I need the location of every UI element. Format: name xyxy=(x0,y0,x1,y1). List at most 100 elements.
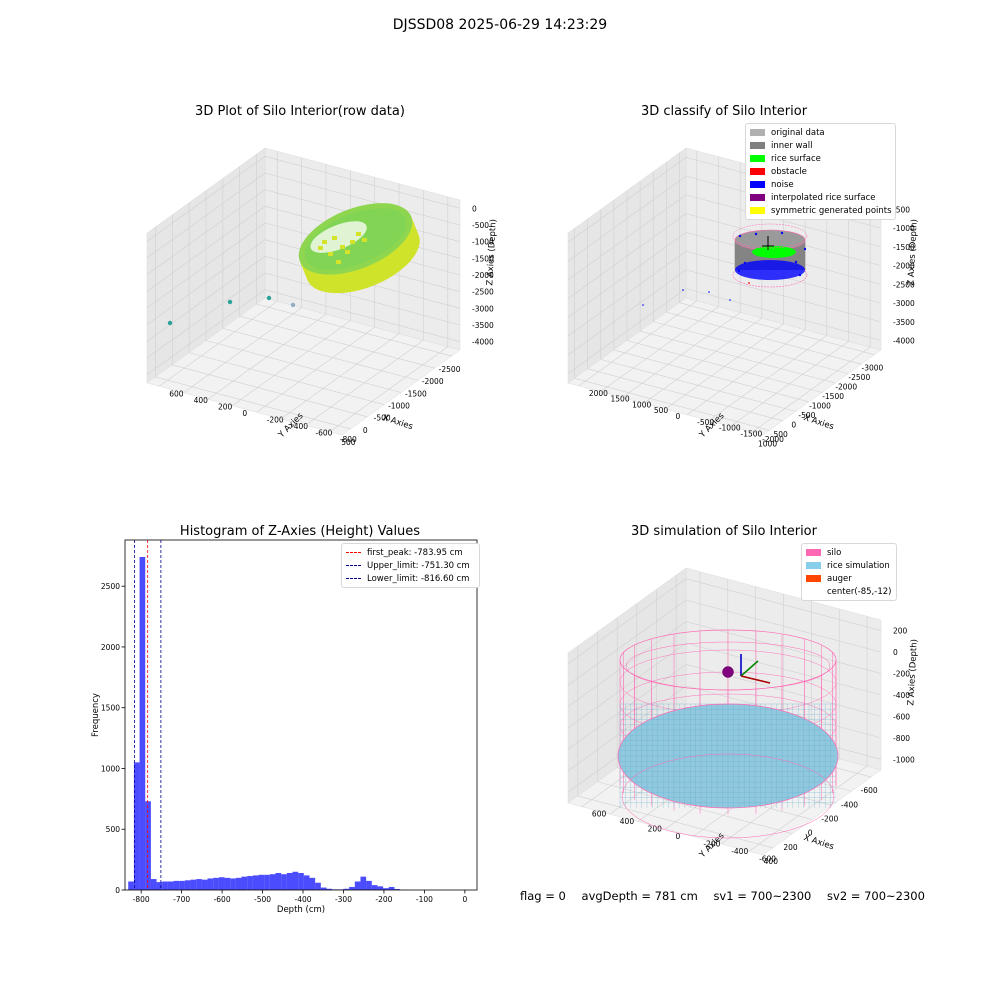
y-tick-label: 400 xyxy=(194,396,209,405)
x-tick-label: -100 xyxy=(416,895,433,904)
x-tick-label: -300 xyxy=(335,895,352,904)
histogram-bar xyxy=(218,877,225,890)
grid-line xyxy=(567,288,687,374)
histogram-bar xyxy=(179,880,185,890)
histogram-bar xyxy=(360,876,367,890)
outlier-point xyxy=(167,320,173,326)
histogram-bar xyxy=(258,874,265,890)
histogram-bar xyxy=(201,879,208,890)
grid-line xyxy=(686,329,806,416)
noise-point xyxy=(798,273,802,277)
grid-line xyxy=(239,315,435,369)
histogram-title: Histogram of Z-Axies (Height) Values xyxy=(179,524,421,539)
x-tick-label: 0 xyxy=(791,420,796,429)
legend-label: rice simulation xyxy=(827,560,890,571)
grid-line xyxy=(685,269,882,323)
y-tick-label: 1500 xyxy=(611,395,630,404)
scatter-point xyxy=(345,250,350,254)
y-tick-label: -600 xyxy=(759,854,776,863)
grid-line xyxy=(567,578,687,664)
y-tick-label: 2500 xyxy=(101,582,120,591)
y-tick-label: 400 xyxy=(620,817,635,826)
silo-base-ring xyxy=(732,262,808,288)
histogram-bar xyxy=(349,886,355,890)
grid-line xyxy=(205,340,402,393)
scatter-point xyxy=(322,240,327,244)
grid-line xyxy=(567,599,687,686)
grid-line xyxy=(264,156,461,209)
z-tick-label: 0 xyxy=(893,648,898,657)
sv2-readout: sv2 = 700~2300 xyxy=(827,889,925,903)
legend-label: inner wall xyxy=(771,140,813,151)
grid-line xyxy=(222,328,418,381)
grid-line xyxy=(567,250,687,337)
grid-line xyxy=(578,300,698,387)
grid-line xyxy=(146,156,266,242)
legend-entry: first_peak: -783.95 cm xyxy=(346,546,475,559)
grid-line xyxy=(146,172,266,259)
z-axis-label: Z Axies (Depth) xyxy=(906,639,919,706)
grid-line xyxy=(643,317,763,404)
histogram-bar xyxy=(207,878,214,890)
auger-axis-y xyxy=(740,660,759,677)
histogram-bar xyxy=(366,880,372,890)
grid-line xyxy=(256,327,375,413)
histogram-bar xyxy=(320,887,327,890)
y-tick-label: -500 xyxy=(697,418,714,427)
histogram-bar xyxy=(196,879,202,890)
z-tick-label: -1000 xyxy=(472,238,494,247)
legend-entry: auger xyxy=(806,572,892,585)
obstacle-point xyxy=(748,282,750,284)
z-tick-label: -400 xyxy=(893,691,910,700)
grid-line xyxy=(567,232,687,318)
x-tick-label: -2000 xyxy=(422,377,444,386)
center-marker xyxy=(722,666,734,678)
histogram-bar xyxy=(150,879,157,890)
x-tick-label: 0 xyxy=(808,829,813,838)
y-tick-label: 1000 xyxy=(632,400,651,409)
legend-entry: symmetric generated points xyxy=(750,204,892,217)
y-tick-label: 0 xyxy=(115,886,120,895)
z-tick-label: -3000 xyxy=(893,299,915,308)
histogram-frame xyxy=(124,539,478,891)
raw-plot-title: 3D Plot of Silo Interior(row data) xyxy=(195,104,405,119)
histogram-bar xyxy=(281,874,287,890)
z-tick-label: -4000 xyxy=(893,337,915,346)
y-tick-label: 600 xyxy=(592,810,607,819)
grid-line xyxy=(685,599,882,653)
noise-point xyxy=(780,231,784,235)
x-tick-label: -2500 xyxy=(848,373,870,382)
noise-point xyxy=(794,260,798,264)
legend-entry: Upper_limit: -751.30 cm xyxy=(346,559,475,572)
classify-plot-title: 3D classify of Silo Interior xyxy=(640,104,808,119)
legend-label: silo xyxy=(827,547,842,558)
grid-line xyxy=(730,341,849,427)
legend-swatch xyxy=(750,194,765,201)
rice-gap xyxy=(310,221,367,253)
histogram-bar xyxy=(139,557,146,890)
x-tick-label: -400 xyxy=(295,895,312,904)
legend-label: first_peak: -783.95 cm xyxy=(367,547,463,558)
legend-swatch xyxy=(750,181,765,188)
histogram-bar xyxy=(133,762,140,890)
legend-label: noise xyxy=(771,179,794,190)
outlier-point xyxy=(266,295,272,301)
scatter-point xyxy=(332,236,337,240)
y-tick-label: 0 xyxy=(676,412,681,421)
histogram-bar xyxy=(128,881,134,890)
scatter-point xyxy=(318,246,323,250)
grid-line xyxy=(665,323,784,410)
y-tick-label: 0 xyxy=(242,409,247,418)
histogram-bar xyxy=(371,885,378,890)
simulation-plot-title: 3D simulation of Silo Interior xyxy=(631,524,817,539)
histogram-bar xyxy=(303,875,310,890)
simulation-3d-plot: -600-400-20002004006004002000-200-400-60… xyxy=(567,567,920,866)
grid-line xyxy=(264,172,461,226)
histogram-bar xyxy=(343,888,350,890)
histogram-bar xyxy=(162,881,168,890)
grid-line xyxy=(685,288,882,341)
y-tick-label: 600 xyxy=(169,389,184,398)
classify-legend: original data inner wall rice surface ob… xyxy=(745,123,896,220)
grid-line xyxy=(232,320,351,406)
z-axis-label: Z Axies (Depth) xyxy=(906,219,919,286)
